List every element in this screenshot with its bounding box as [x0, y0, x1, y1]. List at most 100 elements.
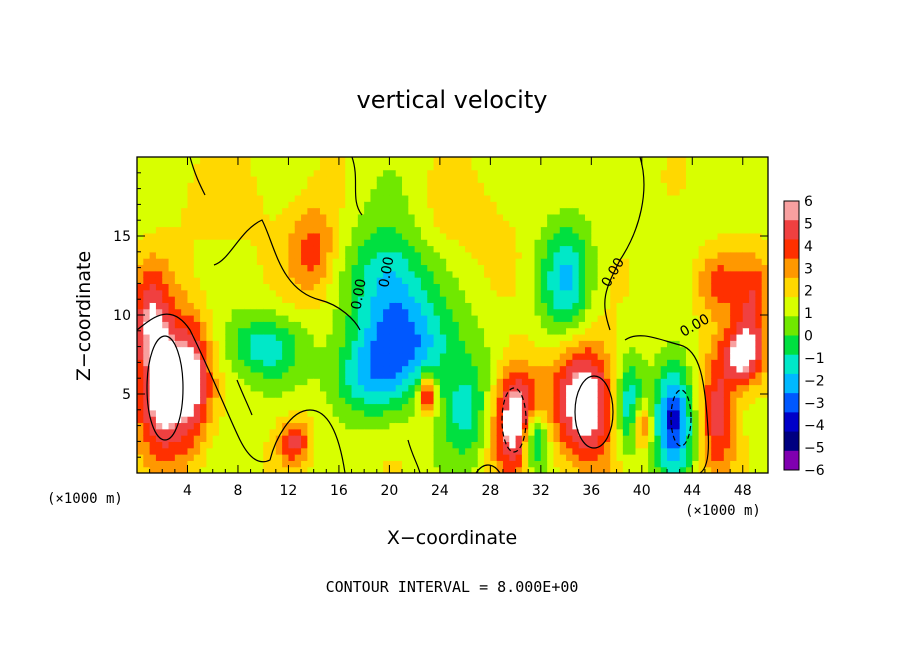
heat-cell: [730, 245, 738, 253]
heat-cell: [490, 460, 498, 468]
heat-cell: [313, 466, 321, 473]
heat-cell: [534, 296, 542, 303]
heat-cell: [149, 409, 157, 417]
heat-cell: [496, 182, 504, 190]
heat-cell: [307, 245, 315, 253]
heat-cell: [654, 157, 662, 164]
heat-cell: [219, 232, 226, 240]
heat-cell: [319, 340, 327, 348]
heat-cell: [585, 460, 592, 468]
heat-cell: [351, 359, 359, 367]
heat-cell: [275, 352, 283, 360]
heat-cell: [711, 321, 719, 329]
heat-cell: [181, 239, 189, 247]
heat-cell: [755, 258, 763, 266]
heat-cell: [174, 447, 182, 455]
heat-cell: [515, 390, 523, 398]
heat-cell: [168, 428, 176, 436]
heat-cell: [547, 188, 555, 196]
heat-cell: [629, 397, 637, 405]
heat-cell: [168, 277, 176, 284]
heat-cell: [673, 403, 681, 411]
heat-cell: [692, 371, 700, 379]
heat-cell: [641, 327, 649, 335]
heat-cell: [408, 182, 416, 190]
heat-cell: [660, 384, 668, 392]
heat-cell: [641, 258, 649, 266]
heat-cell: [433, 163, 441, 171]
heat-cell: [749, 359, 756, 367]
heat-cell: [181, 308, 189, 316]
heat-cell: [648, 182, 656, 190]
heat-cell: [206, 454, 214, 461]
heat-cell: [212, 175, 220, 183]
heat-cell: [294, 454, 302, 461]
heat-cell: [742, 403, 750, 411]
heat-cell: [364, 302, 372, 310]
heat-cell: [635, 390, 643, 398]
heat-cell: [673, 327, 681, 335]
heat-cell: [137, 289, 144, 297]
heat-cell: [237, 359, 245, 367]
heat-cell: [155, 175, 163, 183]
heat-cell: [484, 277, 491, 284]
heat-cell: [433, 397, 441, 405]
heat-cell: [168, 441, 176, 449]
heat-cell: [427, 201, 435, 209]
heat-cell: [206, 302, 214, 310]
heat-cell: [736, 188, 744, 196]
heat-cell: [301, 258, 308, 266]
heat-cell: [465, 277, 473, 284]
heat-cell: [572, 435, 580, 442]
heat-cell: [515, 175, 523, 183]
heat-cell: [610, 333, 618, 341]
heat-cell: [572, 270, 580, 278]
heat-cell: [313, 403, 321, 411]
heat-cell: [465, 428, 473, 436]
heat-cell: [521, 163, 529, 171]
heat-cell: [231, 302, 239, 310]
heat-cell: [761, 359, 768, 367]
heat-cell: [698, 365, 706, 373]
heat-cell: [206, 460, 214, 468]
heat-cell: [301, 302, 308, 310]
heat-cell: [149, 378, 157, 386]
heat-cell: [730, 340, 738, 348]
heat-cell: [326, 239, 334, 247]
heat-cell: [439, 232, 447, 240]
heat-cell: [603, 422, 611, 430]
heat-cell: [427, 232, 435, 240]
heat-cell: [572, 182, 580, 190]
heat-cell: [212, 403, 220, 411]
heat-cell: [698, 163, 706, 171]
heat-cell: [389, 454, 397, 461]
heat-cell: [597, 157, 605, 164]
heat-cell: [332, 390, 340, 398]
heat-cell: [376, 163, 384, 171]
heat-cell: [648, 403, 656, 411]
heat-cell: [521, 447, 529, 455]
heat-cell: [225, 194, 233, 202]
heat-cell: [143, 220, 151, 228]
heat-cell: [597, 182, 605, 190]
heat-cell: [162, 283, 170, 291]
heat-cell: [282, 378, 290, 386]
heat-cell: [585, 321, 592, 329]
heat-cell: [263, 283, 271, 291]
heat-cell: [540, 277, 548, 284]
heat-cell: [383, 239, 390, 247]
heat-cell: [338, 302, 346, 310]
heat-cell: [275, 163, 283, 171]
heat-cell: [383, 390, 390, 398]
heat-cell: [679, 220, 687, 228]
heat-cell: [685, 201, 693, 209]
heat-cell: [364, 321, 372, 329]
heat-cell: [547, 201, 555, 209]
heat-cell: [174, 409, 182, 417]
heat-cell: [376, 175, 384, 183]
heat-cell: [155, 270, 163, 278]
heat-cell: [313, 245, 321, 253]
heat-cell: [477, 416, 485, 424]
heat-cell: [200, 416, 208, 424]
heat-cell: [395, 460, 403, 468]
